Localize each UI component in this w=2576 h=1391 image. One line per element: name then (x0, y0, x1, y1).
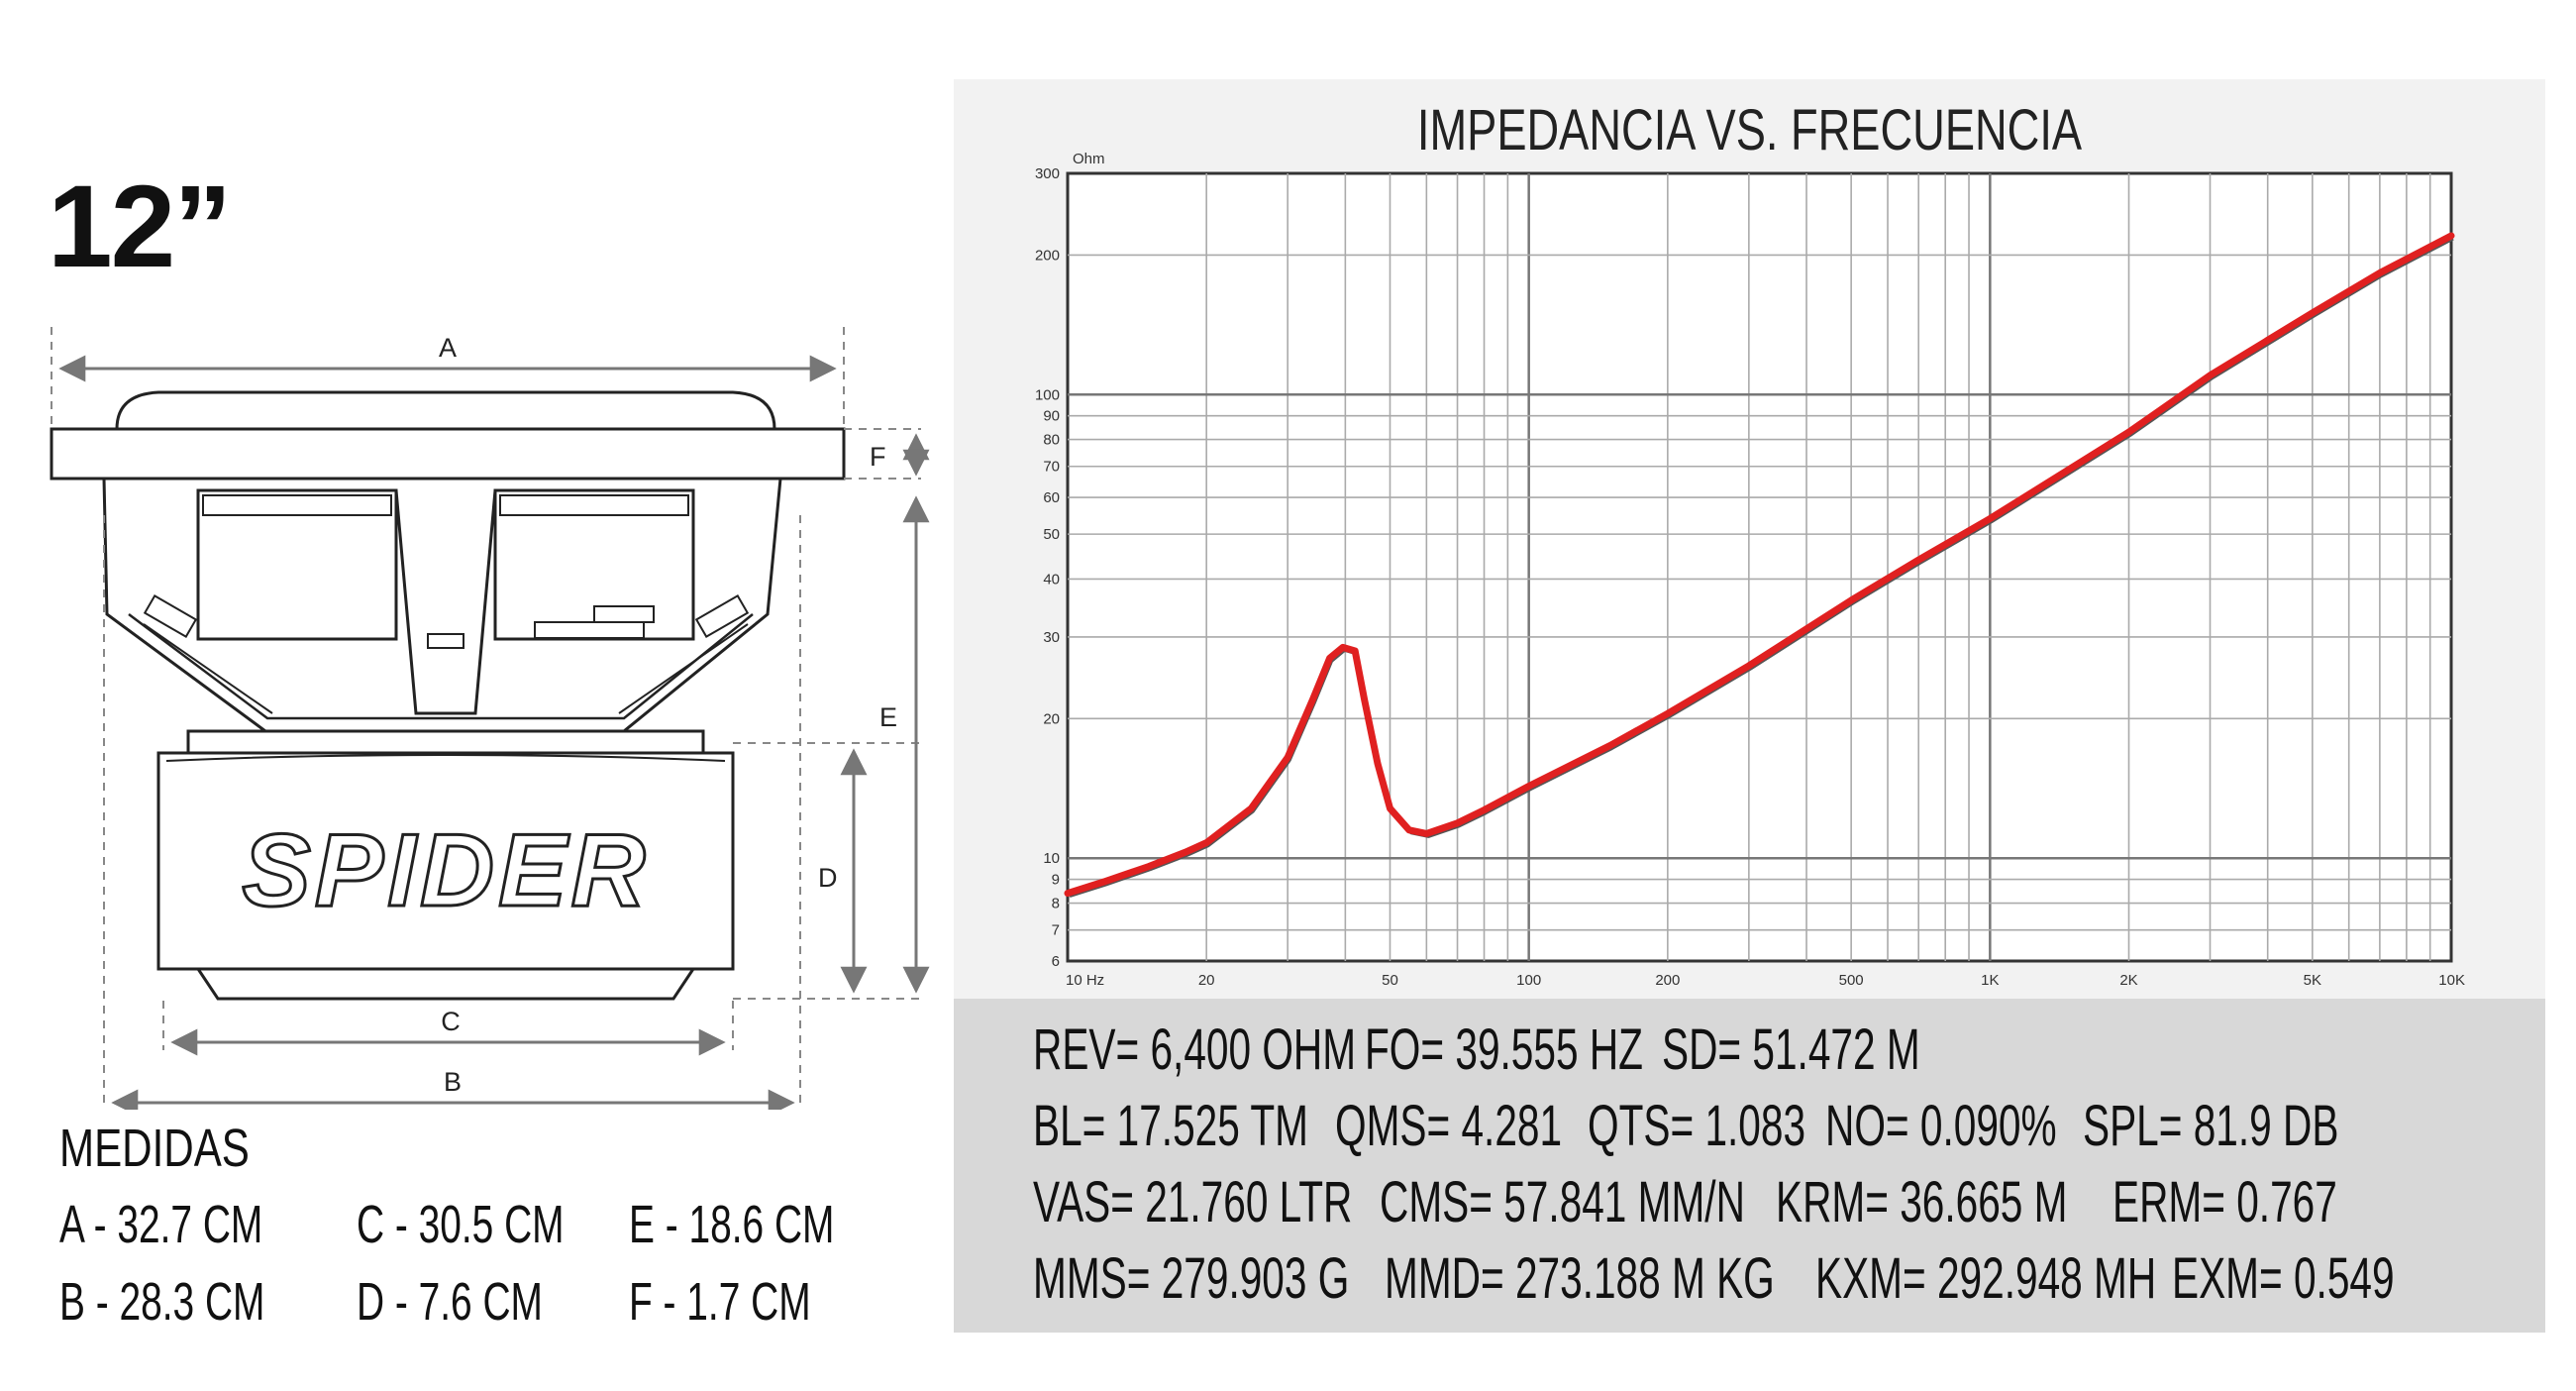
param-fo: FO= 39.555 HZ (1365, 1017, 1643, 1082)
y-tick-label: 60 (1043, 489, 1060, 506)
param-no: NO= 0.090% (1825, 1094, 2057, 1158)
param-mms: MMS= 279.903 G (1033, 1246, 1350, 1311)
x-tick-label: 50 (1382, 972, 1398, 989)
param-vas: VAS= 21.760 LTR (1033, 1170, 1353, 1234)
y-tick-label: 100 (1035, 386, 1060, 403)
param-rev: REV= 6,400 OHM (1033, 1017, 1357, 1082)
measurement-a: A - 32.7 CM (59, 1195, 263, 1254)
y-tick-label: 80 (1043, 432, 1060, 449)
measurements-grid: A - 32.7 CM B - 28.3 CM C - 30.5 CM D - … (59, 1194, 951, 1352)
param-mmd: MMD= 273.188 M KG (1385, 1246, 1775, 1311)
y-tick-label: 30 (1043, 629, 1060, 646)
y-tick-label: 70 (1043, 459, 1060, 476)
mounting-flange (50, 427, 846, 481)
x-tick-label: 1K (1981, 972, 1999, 989)
measurement-e: E - 18.6 CM (629, 1195, 835, 1254)
x-tick-label: 20 (1198, 972, 1215, 989)
top-plate (186, 729, 705, 755)
measurements-title: MEDIDAS (59, 1119, 250, 1178)
measurement-b: B - 28.3 CM (59, 1272, 265, 1332)
y-tick-label: 8 (1052, 896, 1060, 912)
measurement-c: C - 30.5 CM (357, 1195, 565, 1254)
driver-diagram: SPIDER A F E D C B (50, 327, 930, 1110)
brand-logo: SPIDER (242, 813, 649, 928)
bottom-plate (195, 967, 696, 1001)
y-axis-label: Ohm (1073, 151, 1105, 167)
y-tick-label: 7 (1052, 922, 1060, 939)
x-tick-label: 2K (2119, 972, 2137, 989)
param-krm: KRM= 36.665 M (1776, 1170, 2068, 1234)
motor-body (156, 751, 735, 971)
impedance-chart: 300 200 100 90 80 70 60 50 40 30 20 10 9 8 7 6 10 Hz 20 50… (1035, 151, 2465, 989)
dim-label-b: B (444, 1067, 462, 1097)
x-tick-label: 10 Hz (1066, 972, 1104, 989)
dim-label-c: C (441, 1007, 461, 1036)
dim-label-f: F (870, 442, 886, 472)
impedance-series-line (1064, 232, 2455, 898)
x-tick-label: 200 (1655, 972, 1680, 989)
param-spl: SPL= 81.9 DB (2083, 1094, 2339, 1158)
y-tick-label: 9 (1052, 872, 1060, 889)
y-tick-label: 200 (1035, 247, 1060, 264)
y-tick-label: 300 (1035, 165, 1060, 182)
param-exm: EXM= 0.549 (2172, 1246, 2395, 1311)
dim-label-e: E (879, 702, 897, 732)
param-sd: SD= 51.472 M (1662, 1017, 1920, 1082)
param-kxm: KXM= 292.948 MH (1815, 1246, 2157, 1311)
dim-label-a: A (439, 333, 457, 363)
surround-shape (115, 390, 776, 431)
x-tick-label: 100 (1516, 972, 1541, 989)
parameters-panel: REV= 6,400 OHM FO= 39.555 HZ SD= 51.472 … (954, 999, 2545, 1333)
x-tick-label: 5K (2304, 972, 2321, 989)
y-tick-label: 40 (1043, 571, 1060, 588)
param-qms: QMS= 4.281 (1335, 1094, 1563, 1158)
chart-title: IMPEDANCIA VS. FRECUENCIA (1416, 98, 2083, 162)
param-cms: CMS= 57.841 MM/N (1380, 1170, 1745, 1234)
y-tick-label: 90 (1043, 408, 1060, 425)
plot-area (1066, 171, 2453, 963)
x-tick-label: 10K (2438, 972, 2465, 989)
measurement-f: F - 1.7 CM (629, 1272, 811, 1332)
param-qts: QTS= 1.083 (1588, 1094, 1806, 1158)
param-erm: ERM= 0.767 (2112, 1170, 2337, 1234)
y-tick-label: 20 (1043, 710, 1060, 727)
y-tick-label: 6 (1052, 953, 1060, 970)
y-tick-label: 10 (1043, 850, 1060, 867)
param-bl: BL= 17.525 TM (1033, 1094, 1308, 1158)
x-tick-label: 500 (1839, 972, 1864, 989)
dim-label-d: D (818, 863, 838, 893)
y-tick-label: 50 (1043, 526, 1060, 543)
measurement-d: D - 7.6 CM (357, 1272, 543, 1332)
size-title: 12” (48, 161, 232, 292)
